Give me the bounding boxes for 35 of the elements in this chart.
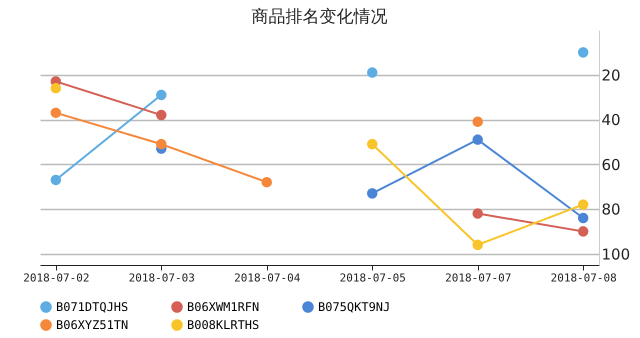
y-tick-label: 20 [602,66,621,84]
x-tick-label: 2018-07-02 [23,272,90,284]
point [262,176,272,188]
point [472,240,483,250]
point [578,199,588,210]
point [156,110,167,120]
point [578,47,588,58]
point [366,67,378,78]
legend-label: B075QKT9NJ [318,300,390,314]
point [366,188,378,199]
point [156,138,167,150]
point [50,108,62,118]
legend-label: B071DTQJHS [56,300,128,314]
point [50,82,62,94]
point [156,90,167,100]
point [50,174,62,186]
y-tick-label: 40 [602,111,621,130]
point [366,138,378,150]
point [578,212,588,224]
x-tick-label: 2018-07-04 [234,272,301,284]
point [472,208,483,219]
y-tick-label: 60 [602,156,621,174]
chart-title: 商品排名变化情况 [252,7,388,27]
x-tick-label: 2018-07-03 [128,272,195,284]
x-tick-label: 2018-07-07 [445,272,512,284]
point [472,116,483,127]
point [472,134,483,145]
legend-label: B06XWM1RFN [187,300,260,314]
x-tick-label: 2018-07-08 [550,272,617,284]
legend-label: B06XYZ51TN [56,318,128,332]
y-tick-label: 80 [602,200,621,219]
y-tick-label: 100 [602,245,630,264]
x-tick-label: 2018-07-05 [340,272,406,284]
legend-label: B008KLRTHS [187,318,260,332]
point [578,226,588,237]
